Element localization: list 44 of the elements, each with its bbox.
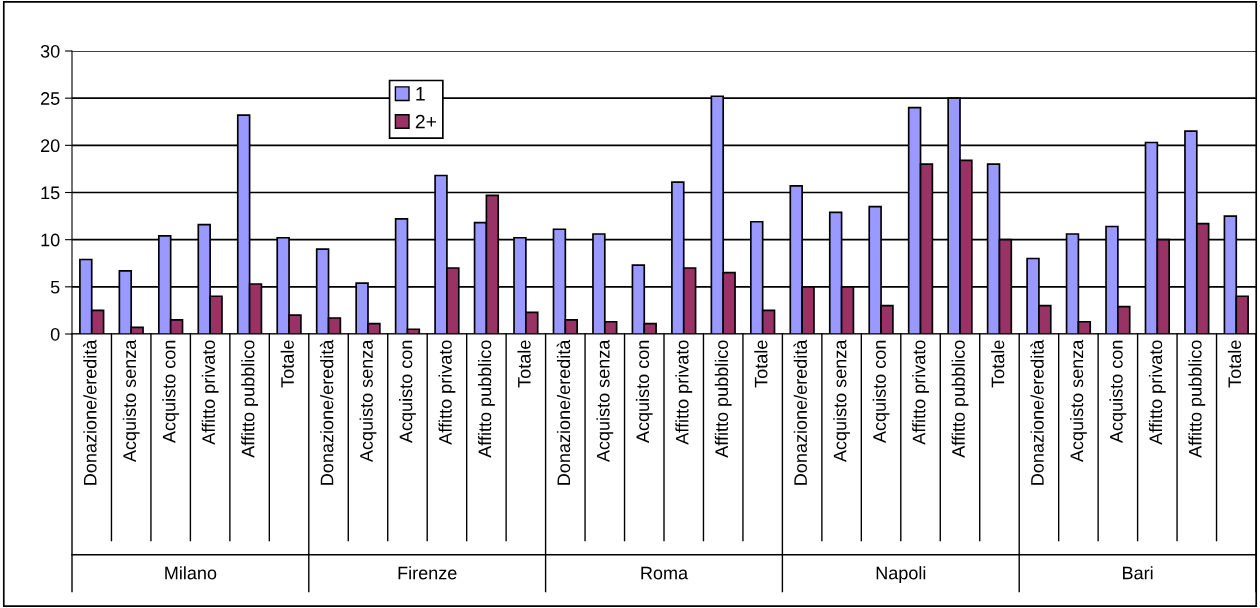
x-tick-label: Donazione/eredità [556, 339, 571, 485]
x-tick-label: Affitto privato [438, 340, 456, 445]
x-tick-label: Totale [754, 340, 768, 388]
x-tick-label: Affitto pubblico [477, 340, 495, 458]
x-tick-label: Affitto pubblico [951, 340, 969, 458]
x-tick-label: Acquisto con [872, 340, 890, 443]
text: Napoli [876, 566, 926, 583]
x-tick-label: Affitto pubblico [241, 340, 259, 458]
x-tick-label: Acquisto con [162, 340, 180, 443]
x-tick-label: Affitto privato [1148, 340, 1166, 445]
x-tick-label: Totale [1227, 340, 1242, 388]
legend-label: 2+ [415, 114, 437, 129]
x-tick-label: Acquisto con [1109, 340, 1127, 443]
y-tick-label: 15 [41, 186, 60, 200]
x-tick-label: Affitto privato [912, 340, 929, 445]
x-tick-label: Affitto pubblico [1188, 340, 1206, 458]
x-tick-label: Donazione/eredità [83, 339, 97, 485]
x-tick-label: Donazione/eredità [1030, 339, 1044, 485]
x-tick-label: Donazione/eredità [319, 339, 334, 485]
x-tick-label: Acquisto con [399, 340, 416, 443]
legend-label: 1 [416, 87, 425, 101]
x-tick-label: Acquisto senza [359, 339, 377, 463]
x-tick-label: Affitto privato [201, 340, 219, 445]
y-tick-label: 25 [41, 92, 60, 105]
x-tick-label: Acquisto senza [122, 339, 140, 463]
x-tick-label: Acquisto senza [1069, 339, 1087, 463]
x-tick-label: Donazione/eredità [793, 339, 807, 485]
y-tick-label: 0 [50, 327, 60, 341]
x-tick-label: Acquisto senza [833, 339, 851, 463]
y-tick-label: 10 [41, 233, 60, 247]
x-tick-label: Totale [517, 340, 531, 388]
y-tick-label: 20 [41, 139, 60, 153]
x-tick-label: Totale [991, 340, 1005, 388]
x-tick-label: Acquisto con [635, 340, 653, 443]
text: Milano [165, 566, 217, 580]
x-tick-label: Acquisto senza [596, 339, 614, 463]
x-tick-label: Affitto pubblico [714, 340, 732, 458]
y-tick-label: 5 [50, 280, 60, 294]
text: Roma [641, 566, 689, 580]
x-tick-label: Totale [280, 340, 294, 388]
text: Firenze [398, 566, 457, 580]
y-tick-label: 30 [40, 44, 60, 58]
text: Bari [1123, 566, 1153, 580]
x-tick-label: Affitto privato [675, 340, 693, 445]
